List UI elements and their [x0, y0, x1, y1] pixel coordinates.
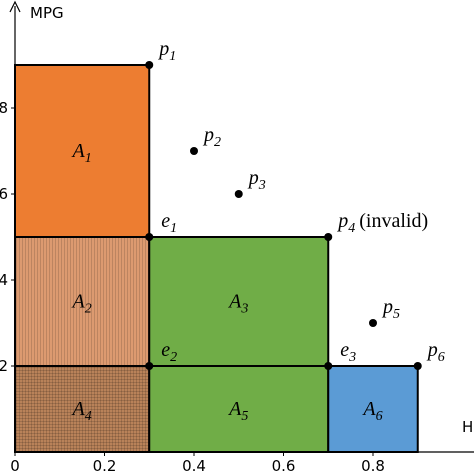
- label-name: p: [381, 296, 393, 318]
- label-name: e: [340, 339, 349, 361]
- label-name: A: [227, 398, 242, 420]
- label-sub: 5: [393, 307, 400, 322]
- point: [324, 362, 333, 370]
- label: p2: [202, 124, 221, 150]
- label-sub: 4: [348, 221, 355, 236]
- label-name: p: [247, 167, 259, 189]
- label-sub: 6: [376, 409, 383, 424]
- point: [190, 147, 198, 155]
- label-name: A: [361, 398, 376, 420]
- label: e3: [340, 339, 356, 365]
- point: [145, 61, 154, 69]
- label-sub: 2: [170, 350, 177, 365]
- label-name: A: [71, 398, 86, 420]
- x-tick-label: 0.2: [93, 457, 117, 474]
- region: [327, 365, 419, 453]
- label-sub: 4: [85, 409, 92, 424]
- label-sub: 2: [85, 302, 92, 317]
- label: A1: [71, 140, 92, 166]
- label: A2: [71, 291, 92, 317]
- x-tick-label: 0.6: [272, 457, 296, 474]
- label-name: e: [161, 339, 170, 361]
- label: p4 (invalid): [336, 210, 428, 236]
- label-name: p: [202, 124, 214, 146]
- x-tick-label: 0.8: [361, 457, 385, 474]
- label-sub: 3: [348, 350, 356, 365]
- x-tick-label: 0.4: [182, 457, 206, 474]
- label: e2: [161, 339, 177, 365]
- label-sub: 1: [170, 221, 177, 236]
- label: A4: [71, 398, 92, 424]
- point: [324, 233, 333, 241]
- point: [413, 362, 422, 370]
- label: p5: [381, 296, 400, 322]
- x-tick-label: 0: [10, 457, 20, 474]
- label-sub: 6: [438, 350, 445, 365]
- label-sub: 3: [258, 178, 266, 193]
- point: [369, 319, 377, 327]
- label-name: p: [336, 210, 348, 232]
- label-note: (invalid): [359, 210, 428, 232]
- label-name: A: [71, 140, 86, 162]
- region: [148, 365, 330, 453]
- region: [14, 64, 151, 238]
- label: p6: [426, 339, 445, 365]
- label-name: e: [161, 210, 170, 232]
- label: A6: [361, 398, 382, 424]
- label-name: A: [71, 291, 86, 313]
- label-sub: 3: [240, 302, 248, 317]
- x-axis-label: H: [462, 418, 473, 436]
- region: [148, 236, 330, 367]
- label-sub: 1: [169, 49, 176, 64]
- label: A3: [227, 291, 248, 317]
- label: p3: [247, 167, 266, 193]
- y-tick-label: 0.2: [0, 357, 8, 375]
- y-arrow: [9, 0, 21, 13]
- label: p1: [157, 38, 176, 64]
- label: A5: [227, 398, 248, 424]
- label-name: A: [227, 291, 242, 313]
- point: [145, 233, 154, 241]
- y-tick-label: 0.4: [0, 271, 8, 289]
- point: [145, 362, 154, 370]
- label-sub: 1: [85, 151, 92, 166]
- region-hatch: [15, 237, 150, 366]
- label-sub: 2: [214, 135, 221, 150]
- point: [234, 190, 243, 198]
- label-sub: 5: [241, 409, 248, 424]
- y-axis-label: MPG: [30, 4, 64, 22]
- label: e1: [161, 210, 177, 236]
- region-hatch: [15, 366, 150, 452]
- y-tick-label: 0.8: [0, 99, 8, 117]
- y-tick-label: 0.6: [0, 185, 8, 203]
- label-name: p: [426, 339, 438, 361]
- label-name: p: [157, 38, 169, 60]
